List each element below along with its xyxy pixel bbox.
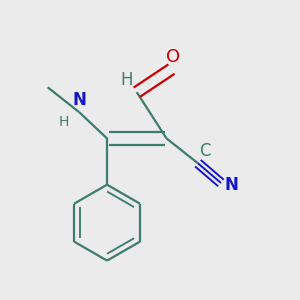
Text: O: O bbox=[166, 48, 180, 66]
Text: H: H bbox=[59, 115, 69, 129]
Text: N: N bbox=[72, 91, 86, 109]
Text: N: N bbox=[224, 176, 238, 194]
Text: H: H bbox=[121, 71, 133, 89]
Text: C: C bbox=[200, 142, 211, 160]
